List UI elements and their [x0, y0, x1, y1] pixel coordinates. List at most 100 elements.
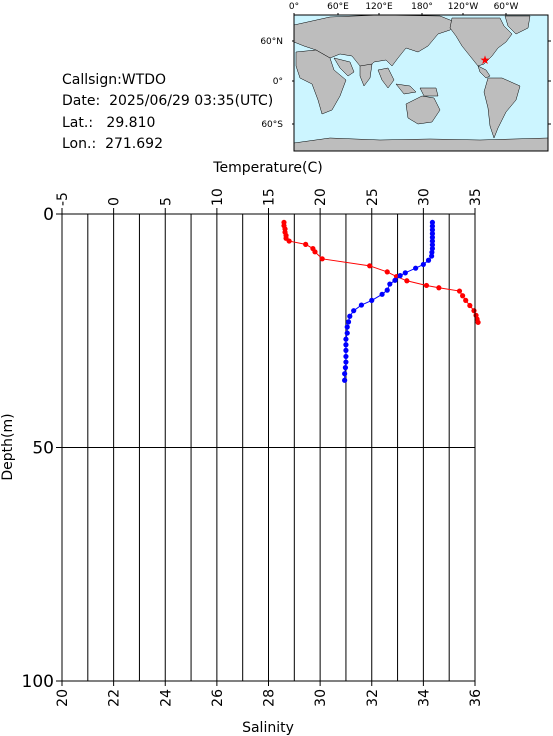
top-axis-title: Temperature(C) — [212, 160, 322, 176]
temperature-point — [471, 308, 477, 314]
salinity-point — [343, 342, 349, 348]
temperature-point — [463, 297, 469, 303]
land-arabia-india — [333, 57, 373, 87]
salinity-point — [344, 324, 350, 330]
map-frame — [292, 13, 551, 152]
temperature-point — [312, 249, 318, 255]
temperature-point — [475, 319, 481, 325]
map-tick-top: 120°E — [365, 2, 393, 12]
bottom-axis-ticks: 20 22 24 26 28 30 32 34 36 — [55, 681, 484, 707]
lon-value: 271.692 — [105, 135, 163, 152]
land-africa — [295, 49, 347, 115]
map-tick-left: 60°N — [260, 37, 283, 47]
salinity-point — [342, 371, 348, 377]
callsign-value: WTDO — [121, 72, 166, 88]
lat-value: 29.810 — [106, 114, 156, 131]
left-tick-label: 50 — [32, 439, 54, 459]
series-salinity — [342, 219, 436, 383]
salinity-point — [351, 308, 357, 314]
land-north-america — [449, 17, 513, 67]
top-tick-label: 30 — [416, 188, 432, 206]
date-row: Date: 2025/06/29 03:35(UTC) — [62, 91, 273, 112]
top-tick-label: -5 — [55, 192, 71, 206]
top-axis-ticks: -5 0 5 10 15 20 25 30 35 — [55, 188, 484, 214]
salinity-point — [345, 319, 352, 325]
temperature-point — [319, 256, 325, 262]
salinity-point — [429, 253, 435, 259]
salinity-point — [343, 347, 349, 353]
station-marker-icon: ★ — [480, 53, 491, 67]
map-tick-left: 0° — [273, 77, 283, 87]
salinity-point — [397, 273, 403, 279]
map-tick-top: 0° — [289, 2, 299, 12]
bottom-axis-title: Salinity — [242, 720, 294, 736]
salinity-point — [429, 227, 436, 233]
salinity-point — [384, 287, 390, 293]
map-tick-top: 120°W — [448, 2, 479, 12]
temperature-point — [404, 278, 410, 284]
temperature-point — [436, 285, 442, 291]
salinity-point — [392, 277, 398, 283]
world-map: 0° 60°E 120°E 180° 120°W 60°W 60°N 0° 60… — [260, 2, 551, 152]
date-value: 2025/06/29 03:35(UTC) — [109, 93, 274, 110]
top-tick-label: 5 — [158, 197, 174, 206]
map-tick-top: 60°E — [327, 2, 349, 12]
temperature-point — [456, 288, 463, 294]
salinity-point — [342, 377, 348, 383]
bottom-tick-label: 24 — [158, 689, 174, 707]
land-australia — [405, 95, 441, 125]
bottom-tick-label: 34 — [416, 689, 432, 707]
salinity-point — [429, 231, 436, 237]
salinity-point — [343, 336, 349, 342]
bottom-tick-label: 32 — [365, 689, 381, 707]
bottom-tick-label: 36 — [468, 689, 484, 707]
top-tick-label: 10 — [210, 188, 226, 206]
bottom-tick-label: 20 — [55, 689, 71, 707]
salinity-point — [402, 270, 408, 276]
salinity-line — [344, 222, 433, 381]
series-layer — [281, 219, 481, 383]
bottom-tick-label: 28 — [262, 689, 278, 707]
lat-label: Lat.: — [62, 114, 94, 131]
salinity-point — [413, 265, 419, 271]
salinity-point — [429, 242, 436, 248]
bottom-tick-label: 26 — [210, 689, 226, 707]
bottom-tick-label: 22 — [107, 689, 123, 707]
temperature-point — [460, 293, 466, 299]
salinity-point — [358, 302, 365, 308]
temperature-point — [367, 263, 373, 269]
temperature-point — [303, 241, 309, 247]
salinity-point — [369, 297, 375, 303]
salinity-point — [379, 291, 385, 297]
salinity-point — [429, 223, 436, 229]
temperature-point — [423, 282, 430, 289]
temperature-point — [384, 269, 390, 275]
map-land — [293, 14, 549, 152]
salinity-point — [429, 219, 436, 226]
temperature-point — [467, 302, 473, 309]
salinity-point — [343, 353, 349, 360]
salinity-point — [342, 365, 349, 371]
series-temperature — [281, 219, 481, 325]
top-tick-label: 20 — [313, 188, 329, 206]
callsign-label: Callsign: — [62, 72, 122, 88]
salinity-point — [429, 234, 436, 240]
land-greenland — [504, 15, 531, 35]
temperature-point — [286, 238, 292, 244]
left-axis-ticks: 0 50 100 — [22, 205, 62, 692]
salinity-point — [429, 238, 436, 244]
land-southeast-asia — [377, 67, 439, 97]
left-axis-title: Depth(m) — [0, 413, 16, 480]
salinity-point — [429, 249, 435, 255]
salinity-point — [420, 261, 426, 268]
callsign-row: Callsign:WTDO — [62, 70, 273, 91]
salinity-point — [343, 359, 349, 365]
grid — [62, 214, 475, 681]
map-tick-left: 60°S — [261, 120, 283, 130]
lon-label: Lon.: — [62, 135, 97, 152]
station-info: Callsign:WTDO Date: 2025/06/29 03:35(UTC… — [62, 70, 273, 155]
date-label: Date: — [62, 93, 101, 110]
salinity-point — [347, 313, 353, 319]
top-tick-label: 15 — [262, 188, 278, 206]
